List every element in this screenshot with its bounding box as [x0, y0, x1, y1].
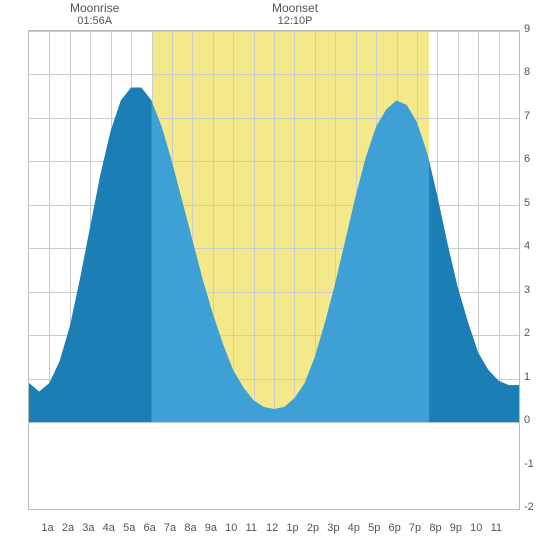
y-tick-label: 2	[524, 327, 530, 339]
tide-night-shade	[29, 31, 152, 422]
x-tick-label: 12	[266, 522, 278, 534]
tide-night-shade	[429, 31, 519, 422]
y-tick-label: 8	[524, 66, 530, 78]
x-tick-label: 2a	[62, 522, 74, 534]
x-tick-label: 3a	[82, 522, 94, 534]
x-tick-label: 4p	[348, 522, 360, 534]
moonset-time: 12:10P	[272, 15, 318, 27]
x-tick-label: 4a	[103, 522, 115, 534]
chart-plot-area	[28, 30, 520, 510]
x-tick-label: 5p	[368, 522, 380, 534]
y-tick-label: 6	[524, 153, 530, 165]
x-tick-label: 6p	[389, 522, 401, 534]
x-tick-label: 10	[225, 522, 237, 534]
y-tick-label: 7	[524, 110, 530, 122]
x-tick-label: 7a	[164, 522, 176, 534]
moonrise-time: 01:56A	[70, 15, 119, 27]
x-tick-label: 11	[246, 522, 257, 534]
x-tick-label: 2p	[307, 522, 319, 534]
moonset-label: Moonset	[272, 1, 318, 15]
moonrise-block: Moonrise 01:56A	[70, 1, 119, 27]
x-tick-label: 3p	[327, 522, 339, 534]
y-tick-label: 5	[524, 197, 530, 209]
x-tick-label: 8a	[184, 522, 196, 534]
moonrise-label: Moonrise	[70, 1, 119, 15]
y-tick-label: -2	[524, 501, 534, 513]
y-tick-label: 1	[524, 371, 530, 383]
tide-chart-container: Moonrise 01:56A Moonset 12:10P -2-101234…	[0, 0, 550, 550]
x-tick-label: 9p	[450, 522, 462, 534]
y-tick-label: 0	[524, 414, 530, 426]
moonset-block: Moonset 12:10P	[272, 1, 318, 27]
x-tick-label: 5a	[123, 522, 135, 534]
x-tick-label: 11	[491, 522, 502, 534]
x-tick-label: 6a	[144, 522, 156, 534]
x-tick-label: 8p	[429, 522, 441, 534]
x-tick-label: 7p	[409, 522, 421, 534]
x-tick-label: 9a	[205, 522, 217, 534]
x-tick-label: 10	[470, 522, 482, 534]
y-tick-label: -1	[524, 458, 534, 470]
x-tick-label: 1p	[286, 522, 298, 534]
y-tick-label: 3	[524, 284, 530, 296]
y-tick-label: 4	[524, 240, 530, 252]
y-tick-label: 9	[524, 23, 530, 35]
tide-svg	[29, 31, 519, 509]
x-tick-label: 1a	[41, 522, 53, 534]
